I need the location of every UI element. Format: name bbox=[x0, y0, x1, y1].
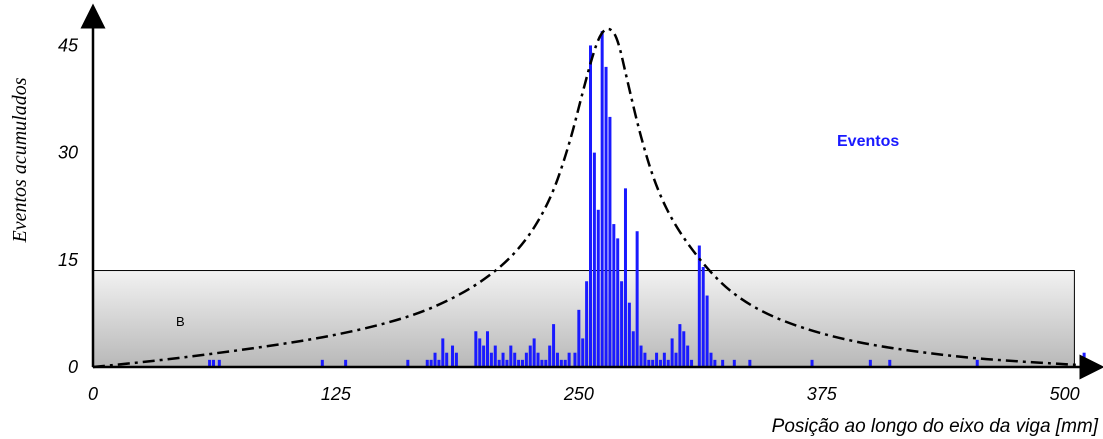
region-label-b: B bbox=[176, 314, 185, 329]
bar bbox=[721, 359, 725, 367]
bar bbox=[528, 345, 532, 367]
bar bbox=[596, 209, 600, 367]
bar bbox=[585, 281, 589, 367]
bar bbox=[482, 345, 486, 367]
bar bbox=[662, 352, 666, 367]
bar bbox=[445, 352, 449, 367]
bar bbox=[211, 359, 215, 367]
bar bbox=[627, 302, 631, 367]
bar bbox=[552, 324, 556, 367]
bar bbox=[705, 295, 709, 367]
bar bbox=[517, 359, 521, 367]
bar bbox=[429, 359, 433, 367]
bar bbox=[975, 359, 979, 367]
bar bbox=[406, 359, 410, 367]
bar bbox=[437, 359, 441, 367]
bar bbox=[478, 338, 482, 367]
bar bbox=[600, 31, 604, 367]
bar bbox=[454, 352, 458, 367]
bar bbox=[631, 331, 635, 367]
bar bbox=[520, 359, 524, 367]
bar bbox=[208, 359, 212, 367]
bar bbox=[573, 352, 577, 367]
bar bbox=[441, 338, 445, 367]
y-tick-label: 45 bbox=[58, 35, 79, 55]
bar bbox=[635, 231, 639, 367]
bar bbox=[425, 359, 429, 367]
bar bbox=[474, 331, 478, 367]
bar bbox=[643, 352, 647, 367]
bar bbox=[888, 359, 892, 367]
bar bbox=[616, 238, 620, 367]
bar bbox=[701, 266, 705, 367]
bar bbox=[868, 359, 872, 367]
y-tick-label: 15 bbox=[58, 250, 79, 270]
bar bbox=[563, 359, 567, 367]
bar bbox=[559, 359, 563, 367]
bar bbox=[505, 359, 509, 367]
bar bbox=[540, 359, 544, 367]
y-tick-label: 0 bbox=[68, 357, 78, 377]
bar bbox=[604, 66, 608, 367]
bar bbox=[577, 309, 581, 367]
bar bbox=[532, 338, 536, 367]
bar bbox=[489, 352, 493, 367]
bar bbox=[639, 345, 643, 367]
bar bbox=[690, 359, 694, 367]
bar bbox=[686, 345, 690, 367]
bar bbox=[501, 352, 505, 367]
bar bbox=[651, 359, 655, 367]
bar bbox=[697, 245, 701, 367]
bar bbox=[513, 352, 517, 367]
x-axis-title: Posição ao longo do eixo da viga [mm] bbox=[772, 416, 1099, 437]
bar bbox=[682, 331, 686, 367]
bar bbox=[678, 324, 682, 367]
bar bbox=[433, 352, 437, 367]
bar bbox=[581, 338, 585, 367]
bar bbox=[666, 359, 670, 367]
bar bbox=[524, 352, 528, 367]
bar bbox=[623, 188, 627, 367]
bar bbox=[497, 359, 501, 367]
bar bbox=[608, 116, 612, 367]
bar bbox=[670, 338, 674, 367]
bar bbox=[810, 359, 814, 367]
x-tick-label: 500 bbox=[1050, 384, 1080, 404]
bar bbox=[567, 352, 571, 367]
bar bbox=[674, 352, 678, 367]
x-tick-label: 250 bbox=[563, 384, 594, 404]
bar bbox=[493, 345, 497, 367]
bar bbox=[486, 331, 490, 367]
bar bbox=[320, 359, 324, 367]
bar bbox=[748, 359, 752, 367]
bar bbox=[612, 224, 616, 367]
bar bbox=[548, 345, 552, 367]
bar bbox=[509, 345, 513, 367]
bar bbox=[589, 45, 592, 367]
bar bbox=[555, 352, 559, 367]
x-tick-label: 375 bbox=[807, 384, 838, 404]
bar bbox=[713, 359, 717, 367]
bar bbox=[709, 352, 713, 367]
bar bbox=[217, 359, 221, 367]
bar bbox=[592, 152, 596, 367]
y-tick-label: 30 bbox=[58, 143, 78, 163]
bar bbox=[732, 359, 736, 367]
x-tick-label: 0 bbox=[88, 384, 98, 404]
legend-eventos: Eventos bbox=[837, 133, 899, 150]
bar bbox=[620, 281, 624, 367]
bar bbox=[344, 359, 348, 367]
bar bbox=[536, 352, 540, 367]
x-tick-label: 125 bbox=[321, 384, 352, 404]
bar bbox=[647, 359, 651, 367]
bar bbox=[658, 359, 662, 367]
y-axis-title: Eventos acumulados bbox=[9, 77, 31, 243]
bar bbox=[544, 359, 548, 367]
bar bbox=[655, 352, 659, 367]
bar bbox=[451, 345, 455, 367]
